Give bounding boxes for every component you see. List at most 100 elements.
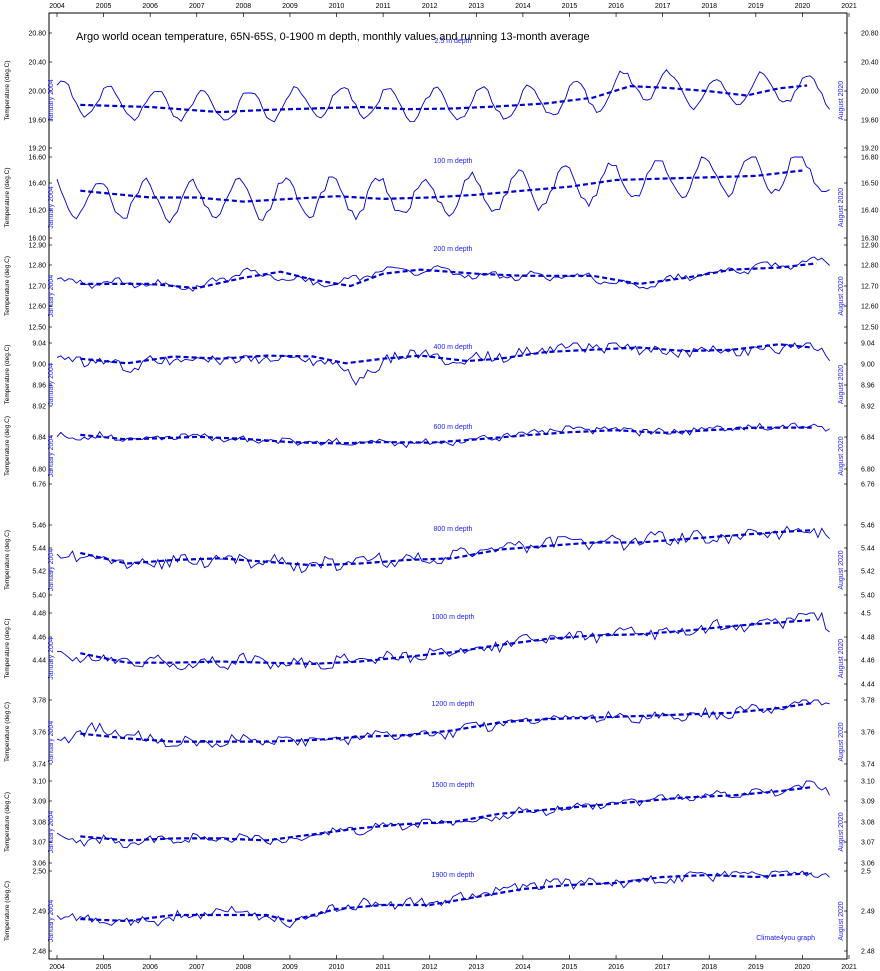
end-date-label: August 2020	[838, 901, 845, 940]
right-tick-label: 3.08	[861, 820, 875, 827]
end-date-label: August 2020	[838, 436, 845, 475]
left-tick-label: 5.42	[32, 569, 46, 576]
left-tick-label: 8.92	[32, 404, 46, 411]
monthly-line	[56, 525, 830, 574]
x-tick-label-bottom: 2010	[329, 964, 345, 971]
left-tick-label: 12.90	[28, 243, 46, 250]
left-tick-label: 3.74	[32, 762, 46, 769]
x-tick-label-top: 2005	[96, 3, 112, 10]
x-tick-label-bottom: 2015	[562, 964, 578, 971]
right-tick-label: 2.49	[861, 909, 875, 916]
left-tick-label: 12.60	[28, 304, 46, 311]
x-tick-label-bottom: 2009	[282, 964, 298, 971]
left-tick-label: 3.06	[32, 861, 46, 868]
x-tick-label-bottom: 2011	[376, 964, 391, 971]
panel-5: 5.46 5.44 5.42 5.40 5.46 5.44 5.42 5.40 Temperat…	[4, 523, 875, 600]
running-average-line	[80, 529, 812, 567]
right-tick-label: 3.09	[861, 799, 875, 806]
left-tick-label: 12.70	[28, 284, 46, 291]
left-tick-label: 2.48	[32, 949, 46, 956]
right-tick-label: 12.50	[861, 325, 879, 332]
right-tick-label: 3.78	[861, 698, 875, 705]
y-axis-label: Temperature (deg.C)	[4, 619, 11, 679]
x-tick-label-bottom: 2016	[608, 964, 624, 971]
end-date-label: August 2020	[838, 812, 845, 851]
right-tick-label: 12.80	[861, 263, 879, 270]
right-tick-label: 16.80	[861, 155, 879, 162]
right-tick-label: 2.48	[861, 949, 875, 956]
end-date-label: August 2020	[838, 639, 845, 678]
left-tick-label: 4.46	[32, 635, 46, 642]
left-tick-label: 3.09	[32, 799, 46, 806]
right-tick-label: 12.60	[861, 304, 879, 311]
left-tick-label: 6.84	[32, 435, 46, 442]
x-tick-label-bottom: 2012	[422, 964, 438, 971]
monthly-line	[57, 611, 830, 671]
start-date-label: January 2004	[48, 79, 55, 122]
left-tick-label: 8.96	[32, 383, 46, 390]
left-tick-label: 6.76	[32, 482, 46, 489]
y-axis-label: Temperature (deg.C)	[4, 416, 11, 476]
panel-1: 16.60 16.40 16.20 16.00 16.80 16.50 16.40 16.30…	[4, 155, 879, 243]
running-average-line	[80, 786, 812, 842]
panel-8: 3.10 3.09 3.08 3.07 3.06 3.10 3.09 3.08 3.07 3.06…	[4, 779, 875, 868]
depth-label: 200 m depth	[434, 246, 473, 253]
right-tick-label: 4.44	[861, 682, 875, 689]
right-tick-label: 8.92	[861, 404, 875, 411]
right-tick-label: 4.5	[861, 611, 871, 618]
x-tick-label-top: 2006	[142, 3, 158, 10]
right-tick-label: 3.76	[861, 730, 875, 737]
panel-3: 9.04 9.00 8.96 8.92 9.04 9.00 8.96 8.92 Temperat…	[4, 341, 875, 411]
x-tick-label-top: 2010	[329, 3, 345, 10]
y-axis-label: Temperature (deg.C)	[4, 792, 11, 852]
x-tick-label-top: 2020	[795, 3, 811, 10]
y-axis-label: Temperature (deg.C)	[4, 168, 11, 228]
x-tick-label-top: 2011	[376, 3, 391, 10]
panel-0: 20.80 20.40 20.00 19.60 19.20 20.80 20.40 20.00…	[4, 31, 879, 153]
right-tick-label: 5.40	[861, 593, 875, 600]
left-tick-label: 20.40	[28, 60, 46, 67]
running-average-line	[80, 702, 812, 743]
left-tick-label: 3.08	[32, 820, 46, 827]
depth-label: 800 m depth	[434, 526, 473, 533]
right-tick-label: 12.70	[861, 284, 879, 291]
x-tick-label-top: 2018	[701, 3, 717, 10]
right-tick-label: 16.50	[861, 181, 879, 188]
y-axis-label: Temperature (deg.C)	[4, 530, 11, 590]
left-tick-label: 19.60	[28, 118, 46, 125]
running-average-line	[80, 343, 812, 365]
right-tick-label: 20.00	[861, 89, 879, 96]
left-tick-label: 3.07	[32, 840, 46, 847]
left-tick-label: 12.50	[28, 325, 46, 332]
right-tick-label: 12.90	[861, 243, 879, 250]
end-date-label: August 2020	[838, 276, 845, 315]
y-axis-label: Temperature (deg.C)	[4, 61, 11, 121]
end-date-label: August 2020	[838, 365, 845, 404]
x-axis-group: 2004 2004 2005 2005 2006 2006 2007 2007 2008 2008…	[49, 3, 857, 971]
start-date-label: January 2004	[48, 363, 55, 406]
monthly-line	[56, 156, 830, 224]
left-tick-label: 5.40	[32, 593, 46, 600]
panel-7: 3.78 3.76 3.74 3.78 3.76 3.74 Temperature (deg…	[4, 698, 875, 769]
left-tick-label: 6.80	[32, 467, 46, 474]
right-tick-label: 19.20	[861, 146, 879, 153]
x-tick-label-top: 2004	[49, 3, 65, 10]
right-tick-label: 8.96	[861, 383, 875, 390]
end-date-label: August 2020	[838, 81, 845, 120]
y-axis-label: Temperature (deg.C)	[4, 881, 11, 941]
left-tick-label: 12.80	[28, 263, 46, 270]
right-tick-label: 4.48	[861, 635, 875, 642]
right-tick-label: 9.04	[861, 341, 875, 348]
x-tick-label-top: 2013	[469, 3, 485, 10]
depth-label: 1900 m depth	[432, 872, 475, 879]
y-axis-label: Temperature (deg.C)	[4, 256, 11, 316]
right-tick-label: 16.30	[861, 236, 879, 243]
monthly-line	[56, 780, 831, 849]
right-tick-label: 5.44	[861, 546, 875, 553]
x-tick-label-top: 2016	[608, 3, 624, 10]
monthly-line	[56, 342, 830, 386]
x-tick-label-bottom: 2020	[795, 964, 811, 971]
x-tick-label-bottom: 2008	[236, 964, 252, 971]
running-average-line	[80, 262, 817, 290]
left-tick-label: 20.80	[28, 31, 46, 38]
